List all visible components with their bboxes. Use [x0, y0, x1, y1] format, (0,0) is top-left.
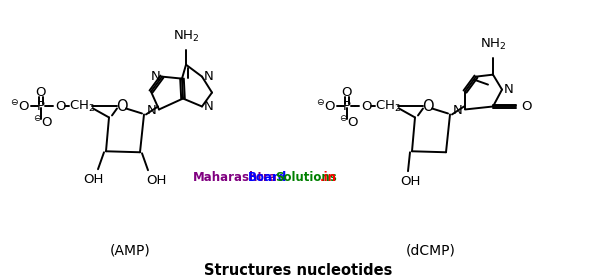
Text: N: N [147, 104, 157, 117]
Text: OH: OH [400, 175, 420, 188]
Text: O: O [36, 86, 46, 99]
Text: OH: OH [146, 174, 166, 187]
Text: O: O [55, 100, 65, 113]
Text: .in: .in [320, 171, 337, 184]
Text: O: O [361, 100, 371, 113]
Text: $^{\ominus}$O: $^{\ominus}$O [316, 99, 336, 114]
Text: NH$_2$: NH$_2$ [173, 29, 199, 44]
Text: $^{\ominus}$O: $^{\ominus}$O [339, 115, 359, 130]
Text: P: P [37, 100, 45, 113]
Text: $^{\ominus}$O: $^{\ominus}$O [33, 115, 53, 130]
Text: (AMP): (AMP) [110, 244, 150, 258]
Text: Board: Board [248, 171, 287, 184]
Text: P: P [343, 100, 351, 113]
Text: N: N [204, 70, 214, 83]
Text: O: O [521, 100, 532, 113]
Text: O: O [116, 99, 128, 114]
Text: CH$_2$: CH$_2$ [375, 99, 401, 114]
Text: CH$_2$: CH$_2$ [69, 99, 95, 114]
Text: (dCMP): (dCMP) [406, 244, 456, 258]
Text: $^{\ominus}$O: $^{\ominus}$O [10, 99, 30, 114]
Text: Maharashtra: Maharashtra [193, 171, 278, 184]
Text: N: N [452, 104, 462, 117]
Text: Structures nucleotides: Structures nucleotides [204, 263, 392, 278]
Text: Solutions: Solutions [275, 171, 337, 184]
Text: NH$_2$: NH$_2$ [480, 37, 506, 52]
Text: N: N [204, 100, 214, 113]
Text: N: N [150, 70, 160, 83]
Text: OH: OH [83, 173, 103, 186]
Text: O: O [342, 86, 352, 99]
Text: N: N [504, 83, 514, 96]
Text: O: O [422, 99, 434, 114]
